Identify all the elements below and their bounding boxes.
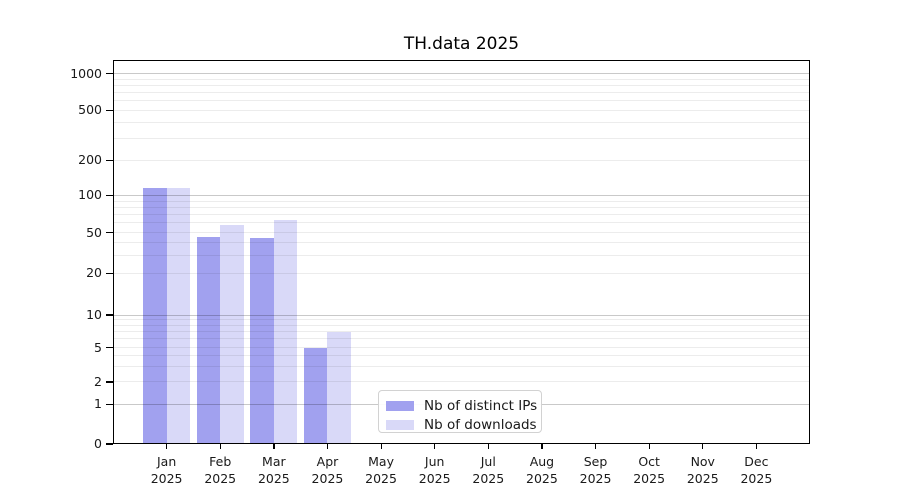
x-tick-label: Jun 2025 (418, 454, 451, 486)
x-tick (541, 444, 543, 449)
gridline-minor (113, 319, 810, 321)
x-tick (595, 444, 597, 449)
bar-downloads-jan (166, 187, 191, 444)
x-tick-label: Oct 2025 (633, 454, 666, 486)
x-tick (702, 444, 704, 449)
y-tick-label: 1 (94, 396, 102, 412)
gridline-minor (113, 159, 810, 161)
gridline-minor (113, 324, 810, 326)
legend-item: Nb of downloads (386, 416, 541, 433)
bar-distinct-ips-jan (143, 188, 167, 444)
gridline-minor (113, 338, 810, 340)
gridline-minor (113, 331, 810, 333)
y-tick-label: 500 (78, 102, 102, 118)
y-tick (106, 194, 113, 196)
gridline-minor (113, 222, 810, 224)
y-tick-label: 10 (86, 307, 102, 322)
y-tick (106, 159, 113, 161)
y-tick (106, 232, 113, 234)
x-tick-label: Apr 2025 (311, 454, 344, 486)
y-tick-label: 2 (94, 373, 102, 389)
x-tick (326, 444, 329, 449)
x-tick-label: Nov 2025 (686, 454, 719, 486)
x-tick (219, 444, 221, 449)
bar-downloads-mar (273, 220, 298, 444)
x-tick (755, 444, 758, 449)
legend-label: Nb of distinct IPs (424, 397, 538, 414)
bar-distinct-ips-feb (196, 237, 221, 444)
plot-area: Nb of distinct IPs Nb of downloads (113, 60, 810, 444)
x-tick-label: Feb 2025 (204, 454, 237, 486)
x-tick-label: Aug 2025 (526, 454, 558, 486)
gridline-minor (113, 214, 810, 216)
legend-swatch-downloads (386, 419, 414, 430)
bar-distinct-ips-mar (250, 238, 274, 444)
bar-downloads-apr (327, 331, 351, 444)
y-tick (106, 109, 113, 111)
x-tick-label: Jan 2025 (150, 454, 183, 486)
legend: Nb of distinct IPs Nb of downloads (378, 390, 542, 433)
gridline-minor (113, 91, 810, 93)
legend-item: Nb of distinct IPs (386, 397, 541, 414)
y-tick-label: 0 (94, 436, 102, 451)
gridline-minor (113, 206, 810, 208)
gridline-minor (113, 272, 810, 274)
gridline-minor (113, 100, 810, 102)
gridline-minor (113, 381, 810, 383)
gridline-minor (113, 109, 810, 111)
y-tick-label: 5 (94, 339, 102, 355)
x-tick (648, 444, 650, 449)
gridline-minor (113, 254, 810, 256)
y-tick (106, 272, 113, 274)
y-tick-label: 20 (86, 265, 102, 281)
y-tick-label: 50 (86, 224, 102, 240)
y-tick (106, 403, 113, 405)
chart-title: TH.data 2025 (403, 34, 520, 54)
x-tick (273, 444, 275, 449)
gridline-minor (113, 78, 810, 80)
y-tick (106, 346, 113, 349)
gridline-major (113, 73, 810, 75)
y-tick (106, 314, 113, 316)
bar-downloads-feb (220, 224, 244, 444)
gridline-minor (113, 242, 810, 244)
gridline-minor (113, 366, 810, 368)
x-tick (380, 444, 382, 449)
legend-label: Nb of downloads (424, 416, 537, 433)
bar-distinct-ips-apr (303, 347, 328, 444)
gridline-minor (113, 84, 810, 86)
x-tick-label: Sep 2025 (579, 454, 612, 486)
x-tick-label: May 2025 (365, 454, 397, 486)
gridline-major (113, 194, 810, 196)
x-tick-label: Mar 2025 (257, 454, 290, 486)
gridline-minor (113, 137, 810, 139)
x-tick (487, 444, 489, 449)
gridline-minor (113, 355, 810, 357)
y-tick (106, 443, 113, 445)
y-tick-label: 200 (78, 152, 102, 168)
gridline-minor (113, 200, 810, 202)
gridline-minor (113, 121, 810, 123)
x-tick-label: Jul 2025 (472, 454, 505, 486)
y-tick-label: 100 (78, 187, 102, 203)
gridline-minor (113, 232, 810, 234)
gridline-major (113, 314, 810, 316)
gridline-minor (113, 347, 810, 349)
y-tick (106, 381, 113, 383)
y-tick (106, 72, 113, 75)
x-tick (434, 444, 436, 449)
x-tick-label: Dec 2025 (740, 454, 773, 486)
legend-swatch-distinct-ips (386, 400, 414, 411)
x-tick (166, 444, 168, 449)
y-tick-label: 1000 (70, 65, 102, 81)
